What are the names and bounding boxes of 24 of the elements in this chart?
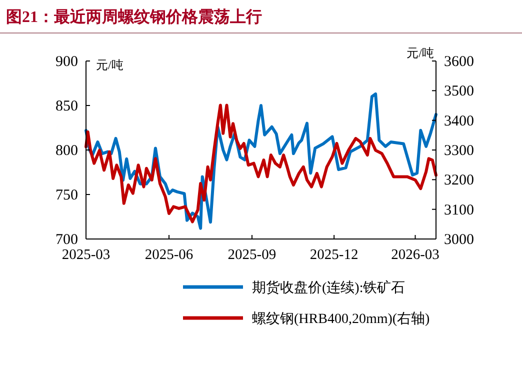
x-tick-label: 2026-03	[391, 247, 440, 263]
y-tick-label: 750	[56, 188, 78, 204]
title: 图21：最近两周螺纹钢价格震荡上行	[6, 9, 262, 26]
y2-tick-label: 3300	[444, 143, 474, 159]
x-tick-label: 2025-12	[310, 247, 358, 263]
x-tick-label: 2025-06	[144, 247, 194, 263]
x-tick-label: 2025-09	[228, 247, 276, 263]
y-tick-label: 700	[56, 232, 78, 248]
x-tick-label: 2025-03	[62, 247, 110, 263]
y-axis-title: 元/吨	[96, 58, 124, 72]
y-tick-label: 800	[56, 143, 78, 159]
y2-tick-label: 3200	[444, 172, 474, 189]
y2-tick-label: 3500	[444, 84, 474, 100]
y2-tick-label: 3400	[444, 113, 474, 130]
legend-item: 期货收盘价(连续):铁矿石	[183, 281, 406, 296]
legend-label: 期货收盘价(连续):铁矿石	[252, 280, 406, 296]
y-tick-label: 850	[56, 98, 78, 114]
y2-axis-title: 元/吨	[406, 46, 434, 60]
y-tick-label: 900	[56, 54, 78, 70]
y2-tick-label: 3000	[444, 232, 474, 248]
legend-item: 螺纹钢(HRB400,20mm)(右轴)	[183, 312, 430, 327]
y2-tick-label: 3600	[444, 54, 474, 70]
legend-label: 螺纹钢(HRB400,20mm)(右轴)	[252, 311, 430, 327]
y2-tick-label: 3100	[444, 202, 474, 218]
